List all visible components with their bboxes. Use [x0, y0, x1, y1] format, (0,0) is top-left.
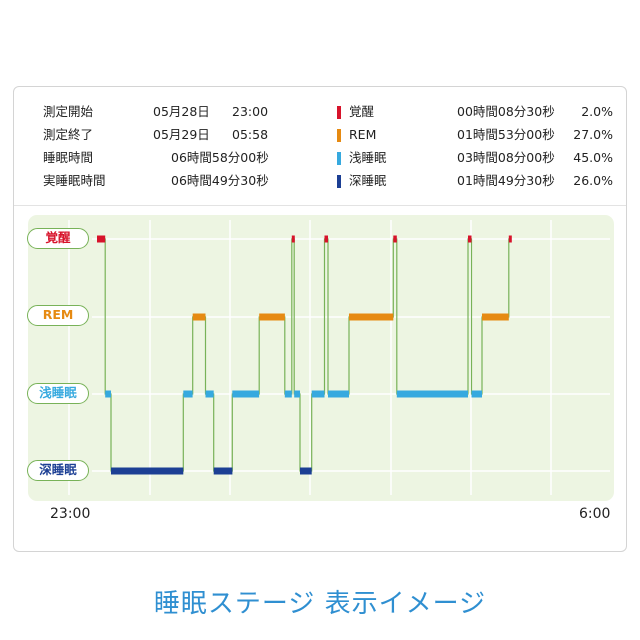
level-label-awake: 覚醒 [27, 228, 89, 249]
end-date: 05月29日 [153, 127, 210, 142]
stage-swatch-rem [337, 129, 341, 142]
stage-swatch-deep [337, 175, 341, 188]
start-date: 05月28日 [153, 104, 210, 119]
stage-bar [482, 313, 509, 321]
stage-duration-deep: 01時間49分30秒 [457, 173, 555, 188]
stage-bar [192, 313, 206, 321]
stage-duration-light: 03時間08分00秒 [457, 150, 555, 165]
summary-row-actual-sleep: 実睡眠時間 06時間49分30秒 深睡眠 01時間49分30秒 26.0% [14, 171, 626, 191]
stage-bar [300, 467, 312, 475]
x-tick-end: 6:00 [579, 506, 611, 522]
stage-duration-awake: 00時間08分30秒 [457, 104, 555, 119]
stage-name-awake: 覚醒 [349, 104, 375, 119]
stage-bar [291, 235, 295, 243]
stage-bar [324, 235, 328, 243]
stage-bar [97, 235, 106, 243]
level-label-light: 浅睡眠 [27, 383, 89, 404]
x-tick-start: 23:00 [50, 506, 91, 522]
actual-sleep-value: 06時間49分30秒 [171, 173, 269, 188]
stage-bar [405, 390, 468, 398]
end-time: 05:58 [232, 127, 269, 142]
stage-bar [294, 390, 300, 398]
stage-name-rem: REM [349, 127, 377, 142]
stage-swatch-awake [337, 106, 341, 119]
stage-bar [508, 235, 512, 243]
plot-area [28, 215, 614, 501]
stage-percent-rem: 27.0% [573, 127, 613, 142]
stage-name-deep: 深睡眠 [349, 173, 387, 188]
stage-bar [471, 390, 482, 398]
caption: 睡眠ステージ 表示イメージ [153, 589, 487, 619]
stage-bar [393, 235, 397, 243]
stage-percent-light: 45.0% [573, 150, 613, 165]
stage-bar [349, 313, 394, 321]
stage-percent-awake: 2.0% [581, 104, 613, 119]
stage-bar [232, 390, 260, 398]
summary-row-end: 測定終了 05月29日 05:58 REM 01時間53分00秒 27.0% [14, 125, 626, 145]
summary-row-sleep-time: 睡眠時間 06時間58分00秒 浅睡眠 03時間08分00秒 45.0% [14, 148, 626, 168]
stage-bar [111, 467, 184, 475]
summary-row-start: 測定開始 05月28日 23:00 覚醒 00時間08分30秒 2.0% [14, 102, 626, 122]
stage-duration-rem: 01時間53分00秒 [457, 127, 555, 142]
sleep-time-label: 睡眠時間 [43, 150, 94, 165]
end-label: 測定終了 [43, 127, 94, 142]
start-time: 23:00 [232, 104, 269, 119]
stage-swatch-light [337, 152, 341, 165]
actual-sleep-label: 実睡眠時間 [43, 173, 106, 188]
stage-bar [259, 313, 285, 321]
level-label-rem: REM [27, 305, 89, 326]
stage-bar [311, 390, 325, 398]
summary-panel: 測定開始 05月28日 23:00 覚醒 00時間08分30秒 2.0% 測定終… [14, 87, 626, 206]
stage-bar [396, 390, 405, 398]
start-label: 測定開始 [43, 104, 94, 119]
sleep-time-value: 06時間58分00秒 [171, 150, 269, 165]
stage-bar [105, 390, 111, 398]
level-label-deep: 深睡眠 [27, 460, 89, 481]
stage-bar [284, 390, 292, 398]
stage-bar [328, 390, 349, 398]
stage-bar [205, 390, 214, 398]
stage-name-light: 浅睡眠 [349, 150, 387, 165]
stage-bar [213, 467, 233, 475]
stage-percent-deep: 26.0% [573, 173, 613, 188]
stage-bar [183, 390, 193, 398]
stage-bar [468, 235, 472, 243]
stage-transition-line [97, 238, 512, 472]
